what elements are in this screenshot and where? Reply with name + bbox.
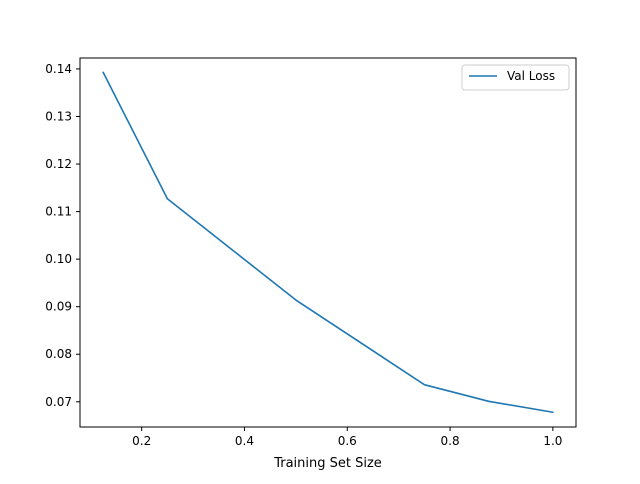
y-tick-label: 0.13 [45,109,72,123]
legend-label: Val Loss [507,69,555,83]
plot-frame [79,57,577,428]
x-tick-label: 0.4 [235,434,254,448]
series-line-val-loss [102,71,554,414]
x-tick-label: 1.0 [543,434,562,448]
data-point [102,71,104,74]
axes-layer: 0.2 0.4 0.6 0.8 1.0 0.07 0.08 0.09 0.10 0.11 0.12 0… [45,62,562,448]
x-axis-label: Training Set Size [273,456,382,471]
x-tick-label: 0.8 [441,434,460,448]
y-tick-label: 0.14 [45,62,72,76]
y-tick-label: 0.12 [45,157,72,171]
data-point [552,411,554,414]
data-point [295,299,297,301]
series-layer [102,71,554,414]
y-tick-label: 0.10 [45,252,72,266]
y-tick-label: 0.09 [45,300,72,314]
data-point [487,400,490,403]
y-tick-label: 0.07 [45,395,72,409]
x-tick-label: 0.6 [338,434,357,448]
y-tick-label: 0.11 [45,205,72,219]
y-tick-label: 0.08 [45,347,72,361]
data-point [166,197,169,200]
data-point [423,383,426,386]
legend-box [461,64,570,91]
plot-area [80,58,576,427]
x-tick-label: 0.2 [132,434,151,448]
legend: Val Loss [461,64,570,91]
